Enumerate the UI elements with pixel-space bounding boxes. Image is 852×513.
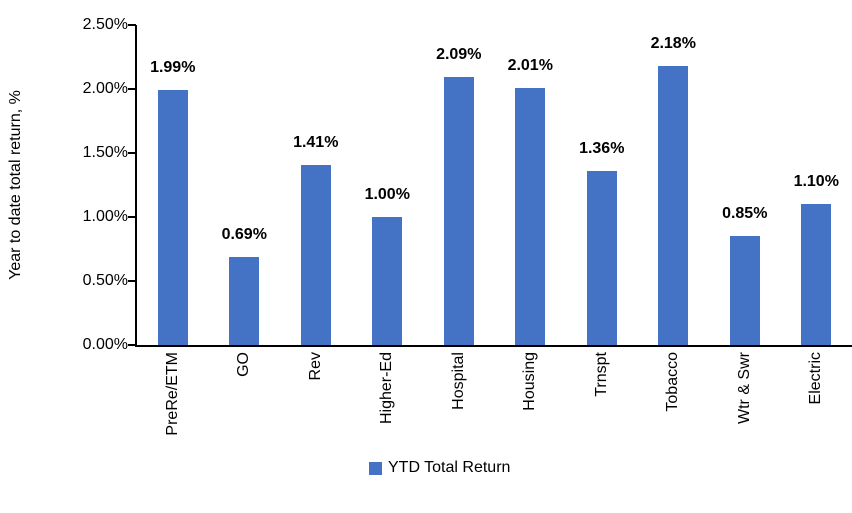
x-category-label: Hospital [449,352,467,410]
y-tick-label: 1.50% [82,144,128,161]
x-category-label: Housing [521,352,539,411]
y-tick-label: 0.50% [82,272,128,289]
y-tick-label: 0.00% [82,336,128,353]
plot-area: 1.99% 0.69% 1.41% 1.00% 2.09% 2.01% 1.36% 2.18%… [135,25,852,347]
bar-value-label: 1.00% [364,186,410,203]
y-axis-tick-mark [128,152,136,154]
bar [229,256,260,345]
bar-value-label: 2.01% [507,56,553,74]
bar [586,170,617,345]
legend: YTD Total Return [369,459,510,477]
bar [372,217,403,345]
bar [443,77,474,345]
bar-value-label: 1.41% [293,133,339,151]
x-category-label: Trnspt [592,352,610,397]
y-axis-title: Year to date total return, % [7,90,24,280]
bar-value-label: 1.10% [793,173,839,191]
y-axis-tick-mark [128,280,136,282]
x-category-label: GO [235,352,253,377]
x-category-label: Rev [306,352,324,381]
bar [157,90,188,345]
bar-value-label: 1.36% [579,139,625,157]
x-category-label: Tobacco [664,352,682,412]
bar-value-label: 2.09% [436,46,482,64]
y-axis-tick-mark [128,344,136,346]
x-category-label: Wtr & Swr [735,352,753,424]
bar-value-label: 2.18% [650,34,696,52]
legend-label: YTD Total Return [388,459,511,476]
legend-swatch [369,461,382,475]
bar [300,164,331,345]
y-axis-tick-mark [128,216,136,218]
bar [515,87,546,345]
y-axis-tick-mark [128,88,136,90]
bar [729,236,760,345]
x-category-label: Higher-Ed [378,352,396,425]
y-axis-tick-mark [128,24,136,26]
y-tick-label: 2.50% [82,16,128,33]
bar-value-label: 0.69% [221,225,267,243]
bar-value-label: 1.99% [150,59,196,77]
bar [801,204,832,345]
bar [658,65,689,345]
x-category-label: PreRe/ETM [163,352,181,436]
y-tick-label: 2.00% [82,80,128,97]
x-category-label: Electric [807,352,825,405]
y-tick-label: 1.00% [82,208,128,225]
bar-value-label: 0.85% [722,205,768,223]
